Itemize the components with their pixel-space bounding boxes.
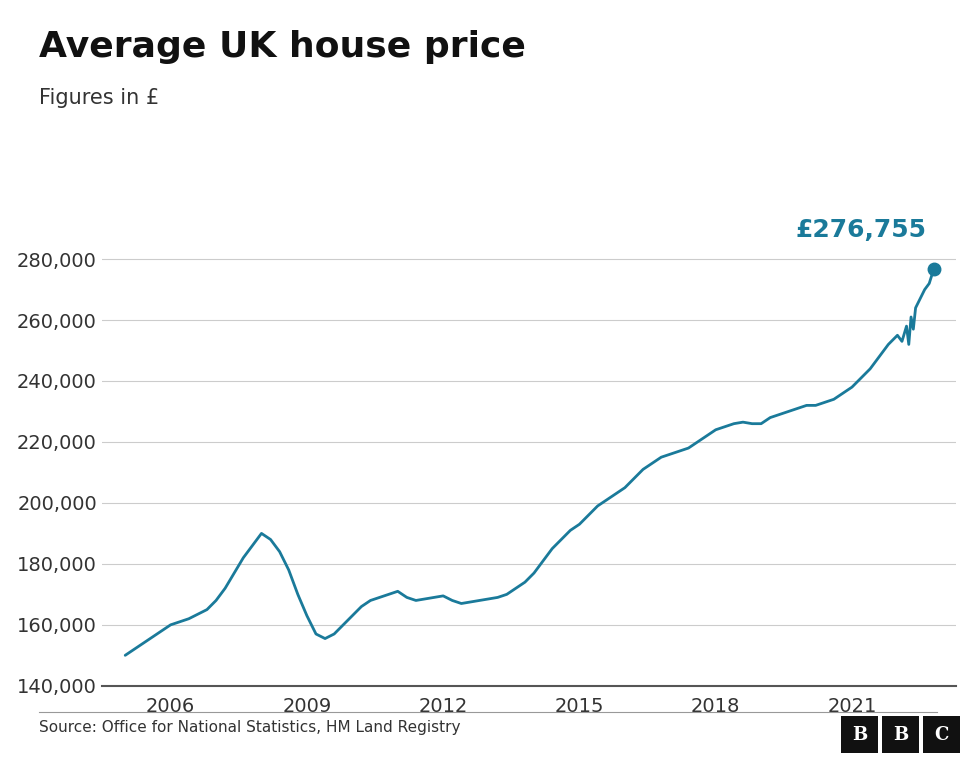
Text: £276,755: £276,755 [796,217,927,242]
Text: C: C [935,725,949,744]
Text: B: B [893,725,909,744]
Text: Figures in £: Figures in £ [39,88,159,107]
Text: Source: Office for National Statistics, HM Land Registry: Source: Office for National Statistics, … [39,720,461,735]
Text: B: B [852,725,868,744]
Text: Average UK house price: Average UK house price [39,30,526,65]
